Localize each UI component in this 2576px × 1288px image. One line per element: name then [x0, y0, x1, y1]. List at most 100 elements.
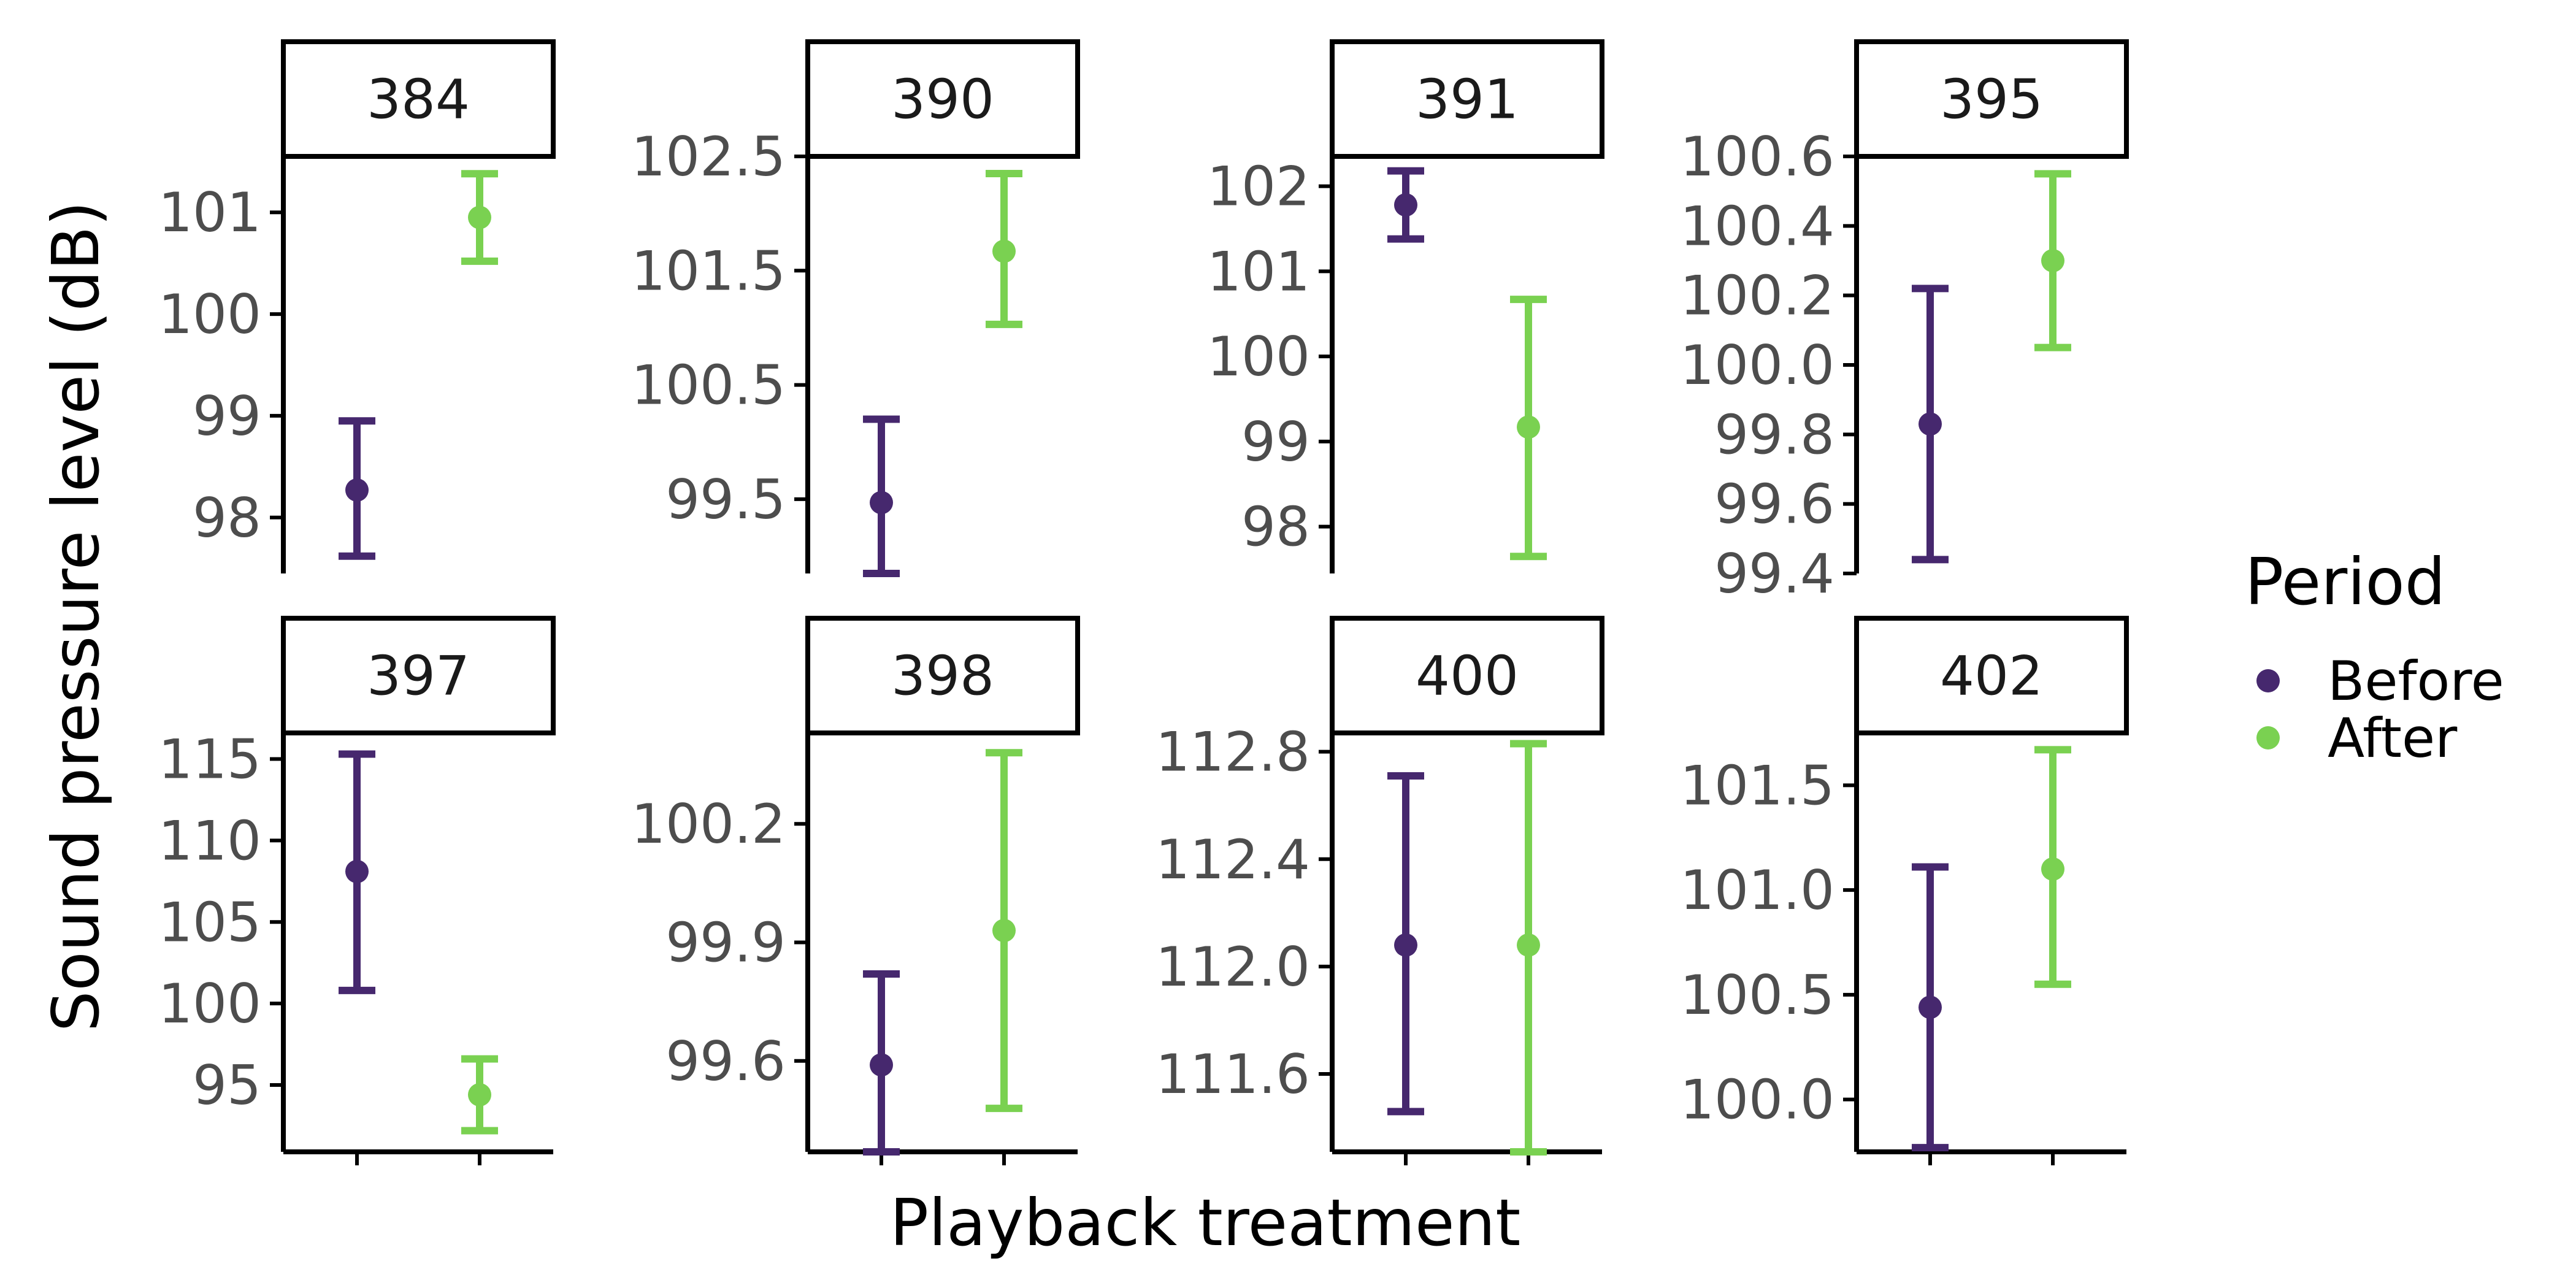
facet-panel-397: 397 95 100 105 110 115 [158, 616, 556, 1165]
legend-label-before: Before [2328, 650, 2504, 713]
errorbar-after [1510, 740, 1547, 1156]
y-tick-label: 99 [1241, 410, 1310, 473]
facet-panel-398: 398 99.6 99.9 100.2 [631, 616, 1080, 1165]
errorbar-after [986, 169, 1022, 328]
errorbar-after [2034, 170, 2071, 351]
y-tick-label: 102.5 [631, 125, 786, 188]
mean-point-after [2041, 857, 2064, 881]
y-tick-label: 101.5 [631, 239, 786, 302]
y-tick-label: 99.6 [665, 1030, 786, 1093]
facet-strip [805, 39, 1080, 159]
errorbar-after [986, 749, 1022, 1113]
errorbar-before [863, 415, 900, 577]
y-tick-label: 98 [1241, 496, 1310, 559]
y-tick-label: 100.0 [1680, 1068, 1834, 1132]
y-tick-label: 100.4 [1680, 194, 1834, 258]
legend-title: Period [2245, 545, 2445, 619]
errorbar-before [339, 750, 375, 994]
errorbar-before [339, 417, 375, 560]
errorbar-before [1387, 167, 1424, 243]
y-tick-label: 112.8 [1156, 721, 1310, 784]
y-tick-label: 112.0 [1156, 935, 1310, 999]
mean-point-after [468, 205, 491, 229]
y-tick-label: 110 [158, 809, 261, 872]
y-tick-label: 99.4 [1714, 542, 1834, 605]
legend: Period Before After [2245, 545, 2504, 770]
y-tick-label: 100 [158, 283, 261, 346]
facet-panel-384: 384 98 99 100 101 [158, 39, 556, 573]
facet-panel-391: 391 98 99 100 101 102 [1207, 39, 1604, 573]
y-tick-label: 100.2 [631, 792, 786, 856]
y-axis-title: Sound pressure level (dB) [39, 201, 113, 1032]
facet-strip-label: 397 [367, 645, 470, 708]
y-tick-label: 111.6 [1156, 1043, 1310, 1106]
y-tick-label: 102 [1207, 155, 1310, 218]
y-tick-label: 101.5 [1680, 754, 1834, 817]
facet-strip [1330, 616, 1604, 735]
x-axis-title: Playback treatment [890, 1186, 1521, 1260]
errorbar-after [461, 1055, 498, 1135]
y-tick-label: 112.4 [1156, 828, 1310, 891]
mean-point-after [992, 919, 1016, 943]
legend-key-after [2256, 726, 2280, 749]
y-tick-label: 100.2 [1680, 264, 1834, 328]
y-tick-label: 99.8 [1714, 403, 1834, 466]
y-tick-label: 101.0 [1680, 859, 1834, 922]
facet-strip-label: 395 [1940, 68, 2043, 131]
facet-strip [1330, 39, 1604, 159]
y-tick-label: 100.6 [1680, 125, 1834, 188]
mean-point-before [1919, 412, 1942, 436]
y-tick-label: 100 [158, 972, 261, 1035]
mean-point-after [2041, 249, 2064, 272]
errorbar-after [461, 170, 498, 265]
y-tick-label: 100.0 [1680, 334, 1834, 397]
mean-point-before [1394, 933, 1417, 957]
errorbar-after [2034, 746, 2071, 988]
mean-point-before [1394, 193, 1417, 217]
facet-strip [1854, 616, 2129, 735]
errorbar-before [1387, 772, 1424, 1116]
y-tick-label: 100.5 [1680, 964, 1834, 1027]
facet-strip [1854, 39, 2129, 159]
mean-point-before [1919, 995, 1942, 1019]
facet-strip-label: 390 [891, 68, 994, 131]
errorbar-before [863, 970, 900, 1156]
facet-strip-label: 402 [1940, 645, 2043, 708]
y-tick-label: 105 [158, 891, 261, 954]
y-tick-label: 98 [193, 486, 261, 550]
errorbar-before [1912, 863, 1949, 1152]
y-tick-label: 99.5 [665, 468, 786, 531]
facet-strip [281, 39, 556, 159]
mean-point-before [345, 859, 369, 883]
mean-point-after [1517, 415, 1540, 439]
mean-point-after [468, 1083, 491, 1106]
y-tick-label: 101 [158, 181, 261, 244]
facet-strip [281, 616, 556, 735]
legend-key-before [2256, 669, 2280, 692]
facet-panel-390: 390 99.5 100.5 101.5 102.5 [631, 39, 1080, 577]
y-tick-label: 100 [1207, 325, 1310, 388]
facet-panel-402: 402 100.0 100.5 101.0 101.5 [1680, 616, 2129, 1165]
mean-point-before [870, 1053, 893, 1077]
facet-panels: 384 98 99 100 101 390 99.5 100.5 101.5 102.5 391 98… [158, 39, 2129, 1165]
facet-strip [805, 616, 1080, 735]
facet-strip-label: 391 [1416, 68, 1519, 131]
legend-label-after: After [2328, 707, 2458, 770]
y-tick-label: 95 [193, 1054, 261, 1117]
y-tick-label: 115 [158, 728, 261, 791]
mean-point-before [870, 491, 893, 515]
mean-point-before [345, 478, 369, 502]
y-tick-label: 99.6 [1714, 473, 1834, 536]
facet-strip-label: 400 [1416, 645, 1519, 708]
mean-point-after [992, 239, 1016, 263]
facet-strip-label: 384 [367, 68, 470, 131]
errorbar-before [1912, 285, 1949, 564]
y-tick-label: 99 [193, 385, 261, 448]
y-tick-label: 101 [1207, 240, 1310, 303]
y-tick-label: 100.5 [631, 354, 786, 417]
facet-strip-label: 398 [891, 645, 994, 708]
mean-point-after [1517, 933, 1540, 957]
errorbar-after [1510, 296, 1547, 561]
